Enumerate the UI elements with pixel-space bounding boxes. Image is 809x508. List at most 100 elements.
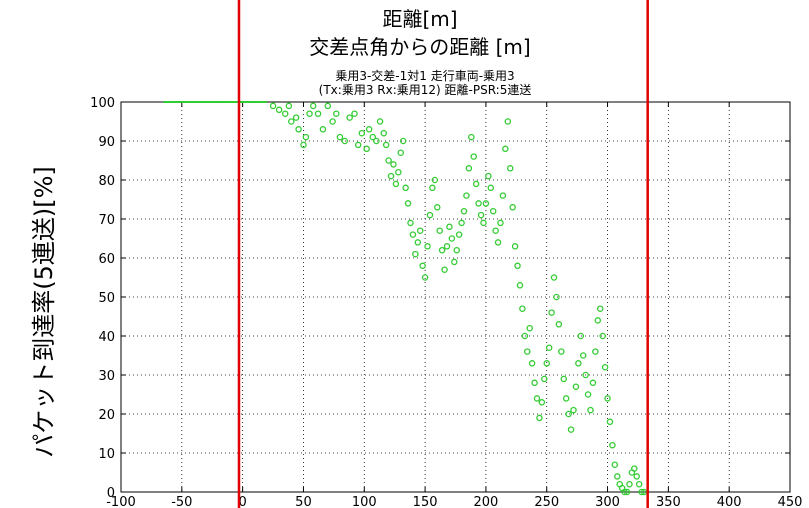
y-tick-label: 50 — [98, 291, 115, 306]
data-point — [470, 153, 477, 160]
data-point — [579, 352, 587, 359]
x-tick-label: -50 — [171, 495, 192, 508]
data-point — [572, 383, 580, 390]
data-point — [314, 110, 322, 117]
data-point — [387, 172, 395, 180]
x-tick-label: 450 — [778, 495, 803, 508]
data-point — [382, 141, 390, 149]
tick-layer: -100 -50 0 50 100 150 200 250 300 350 400 450 0 10 20 3… — [90, 96, 802, 508]
data-point — [555, 321, 563, 328]
data-point — [468, 133, 475, 141]
data-point — [519, 305, 526, 312]
data-point — [631, 465, 638, 472]
data-point — [528, 360, 536, 367]
data-point — [570, 406, 577, 414]
y-tick-label: 60 — [98, 252, 115, 267]
y-tick-label: 90 — [98, 135, 115, 150]
data-point — [434, 204, 441, 211]
y-tick-label: 80 — [98, 174, 115, 189]
y-tick-label: 30 — [98, 369, 115, 384]
data-point — [492, 227, 499, 234]
data-point — [309, 102, 317, 110]
data-point — [373, 137, 380, 145]
data-point — [429, 184, 436, 192]
data-point — [638, 488, 645, 496]
data-point — [443, 243, 451, 250]
data-point — [460, 207, 468, 215]
data-point — [419, 262, 426, 270]
y-tick-label: 100 — [90, 96, 115, 111]
data-point — [426, 211, 434, 219]
data-point — [300, 141, 307, 149]
data-point — [465, 165, 473, 172]
data-point — [545, 344, 553, 351]
y-tick-label: 70 — [98, 213, 115, 228]
data-point — [584, 391, 592, 398]
data-point — [416, 227, 424, 234]
data-point — [404, 200, 412, 207]
data-point — [621, 488, 628, 496]
data-point — [524, 348, 531, 355]
data-point — [455, 231, 463, 238]
data-point — [582, 371, 589, 379]
data-point — [553, 293, 560, 301]
data-point — [324, 102, 332, 110]
data-point — [295, 126, 302, 133]
data-point — [346, 114, 353, 121]
data-point — [365, 126, 373, 133]
data-point — [538, 399, 546, 406]
data-point — [516, 282, 524, 289]
data-point — [436, 227, 443, 234]
data-point — [550, 274, 558, 281]
x-tick-label: 250 — [534, 495, 559, 508]
data-point — [458, 219, 465, 227]
data-point — [407, 219, 414, 227]
data-point — [319, 126, 327, 133]
data-point — [376, 118, 384, 125]
data-point — [358, 129, 366, 137]
data-point — [514, 262, 521, 270]
y-axis-label: パケット到達率(5連送)[%] — [30, 166, 58, 458]
data-point — [385, 157, 392, 164]
data-point — [395, 168, 402, 176]
data-point — [390, 161, 397, 168]
data-point — [494, 239, 502, 246]
data-point — [502, 145, 509, 153]
x-tick-label: 300 — [595, 495, 620, 508]
data-point — [441, 266, 448, 273]
top-axis-label: 距離[m] — [382, 7, 457, 31]
data-point — [609, 441, 616, 449]
data-point — [369, 133, 377, 141]
data-point — [497, 219, 504, 227]
chart-heading: 交差点角からの距離 [m] — [309, 35, 530, 59]
data-point — [302, 133, 310, 141]
data-point — [565, 410, 572, 418]
data-point — [599, 332, 606, 340]
data-point — [592, 348, 599, 355]
data-point — [354, 141, 362, 149]
data-point — [626, 480, 633, 488]
data-point — [281, 110, 289, 117]
data-point — [363, 145, 370, 153]
data-point — [380, 129, 387, 137]
data-point — [506, 165, 514, 172]
data-point — [275, 106, 283, 114]
data-point — [288, 118, 295, 125]
data-point — [269, 102, 277, 110]
x-tick-label: 350 — [656, 495, 681, 508]
data-point — [487, 184, 495, 192]
data-point — [392, 180, 400, 188]
data-point — [560, 375, 568, 383]
x-tick-label: 400 — [717, 495, 742, 508]
data-point — [336, 133, 344, 141]
marker-lines — [237, 0, 649, 508]
data-point — [509, 204, 516, 211]
data-point — [606, 418, 614, 426]
data-point — [414, 239, 422, 246]
data-point — [397, 149, 405, 156]
data-point — [543, 360, 550, 367]
data-point — [511, 243, 519, 250]
data-point — [604, 395, 611, 402]
data-point — [438, 246, 446, 254]
